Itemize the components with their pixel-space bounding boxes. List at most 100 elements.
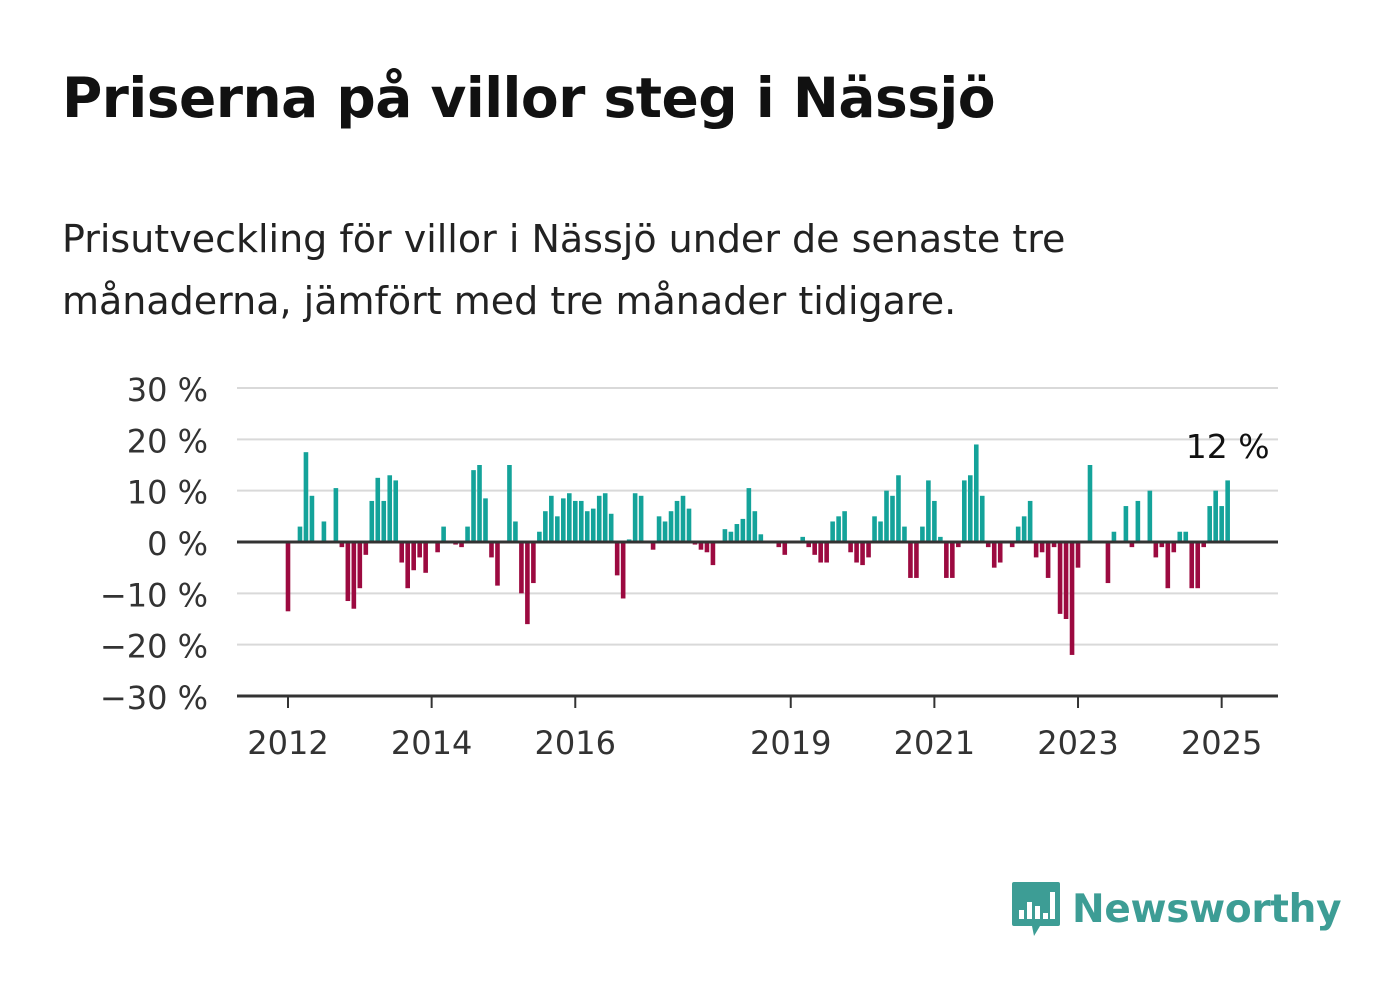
bar <box>357 542 363 589</box>
chart-title: Priserna på villor steg i Nässjö <box>62 66 996 130</box>
bar <box>555 516 560 542</box>
bar <box>465 526 470 542</box>
brand-name: Newsworthy <box>1072 886 1342 932</box>
bar <box>1069 542 1075 655</box>
bar <box>632 493 638 542</box>
bar <box>956 542 961 548</box>
bar <box>584 511 590 542</box>
bar <box>800 536 806 542</box>
bar <box>1135 500 1141 542</box>
bar <box>1183 531 1189 542</box>
x-tick-label: 2014 <box>391 724 472 762</box>
bar <box>567 493 572 542</box>
bar <box>656 516 662 542</box>
annotations: 12 % <box>1186 427 1270 466</box>
bar <box>836 516 841 542</box>
bar <box>620 542 626 599</box>
bar <box>680 495 686 542</box>
bar <box>423 542 428 573</box>
bar <box>896 475 901 542</box>
bar <box>1039 542 1045 553</box>
bar <box>950 542 955 578</box>
y-tick-label: 10 % <box>127 474 208 512</box>
bar <box>1165 542 1171 589</box>
bar <box>543 511 548 542</box>
bar <box>1213 490 1218 542</box>
bar <box>507 465 512 542</box>
bar <box>549 495 554 542</box>
grid-lines <box>237 387 1278 646</box>
x-tick-label: 2025 <box>1181 724 1262 762</box>
bar <box>1009 542 1015 548</box>
x-tick-label: 2021 <box>894 724 975 762</box>
bar <box>578 500 584 542</box>
bar <box>932 500 937 542</box>
bar <box>920 526 925 542</box>
bar <box>662 521 668 542</box>
bar <box>991 542 997 568</box>
bar <box>614 542 620 576</box>
bars <box>285 444 1230 655</box>
bar <box>477 465 482 542</box>
bar <box>1045 542 1051 578</box>
x-tick-label: 2023 <box>1037 724 1118 762</box>
bar <box>1105 542 1111 584</box>
bar <box>1159 542 1165 548</box>
bar <box>1063 542 1069 619</box>
bar <box>1201 542 1206 548</box>
bar <box>1021 516 1027 542</box>
bar <box>758 534 764 542</box>
bar <box>878 521 883 542</box>
x-tick-label: 2019 <box>750 724 831 762</box>
bar <box>1075 542 1081 568</box>
bar <box>537 531 542 542</box>
y-tick-label: 30 % <box>127 371 208 409</box>
bar <box>333 488 339 542</box>
bar <box>513 521 518 542</box>
bar <box>303 452 309 542</box>
bar <box>369 500 375 542</box>
bar <box>830 521 835 542</box>
bar <box>297 526 303 542</box>
bar <box>495 542 500 586</box>
bar <box>860 542 865 566</box>
bar <box>399 542 405 563</box>
bar <box>1225 480 1230 542</box>
axes <box>237 540 1278 708</box>
bar <box>1015 526 1021 542</box>
bar <box>782 542 788 555</box>
bar <box>979 495 985 542</box>
bar <box>698 542 704 550</box>
bar <box>902 526 907 542</box>
bar <box>842 511 847 542</box>
bar <box>1057 542 1063 614</box>
bar <box>650 542 656 550</box>
bar <box>411 542 416 571</box>
bar <box>884 490 889 542</box>
bar <box>339 542 345 548</box>
bar <box>1027 500 1033 542</box>
bar <box>746 488 752 542</box>
bar <box>973 444 979 542</box>
bar <box>734 524 740 542</box>
x-tick-label: 2012 <box>247 724 328 762</box>
bar <box>321 521 327 542</box>
chart-subtitle: Prisutveckling för villor i Nässjö under… <box>62 217 1066 323</box>
y-tick-label: 0 % <box>147 525 208 563</box>
bar <box>393 480 399 542</box>
bar <box>1207 506 1212 542</box>
bar <box>435 542 440 553</box>
bar <box>997 542 1003 563</box>
x-tick-label: 2016 <box>535 724 616 762</box>
brand-logo: Newsworthy <box>1010 880 1342 938</box>
y-tick-label: 20 % <box>127 422 208 460</box>
y-tick-label: −10 % <box>100 576 208 614</box>
bar <box>908 542 913 578</box>
y-axis-labels: 30 % 20 % 10 % 0 % −10 % −20 % −30 % <box>100 371 208 717</box>
bar <box>638 495 644 542</box>
x-axis-labels: 2012 2014 2016 2019 2021 2023 2025 <box>247 724 1262 762</box>
bar <box>596 495 602 542</box>
bar <box>1129 542 1135 548</box>
bar <box>381 500 387 542</box>
